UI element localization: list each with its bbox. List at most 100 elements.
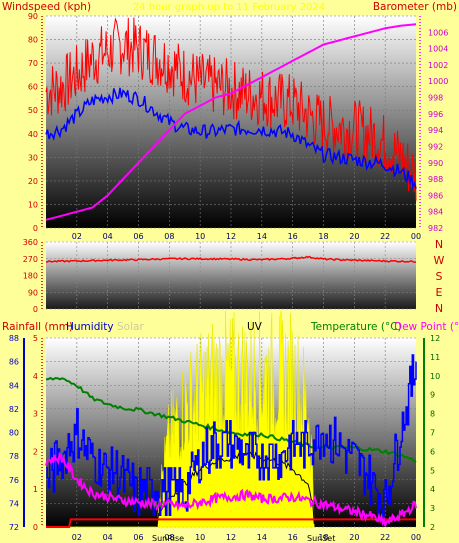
pressure-y-tick: 984: [428, 208, 443, 217]
temp-x-tick: 22: [380, 533, 390, 542]
wind-x-tick: 14: [257, 232, 267, 241]
compass-n-bottom: N: [435, 302, 443, 315]
temp-x-tick: 20: [349, 533, 359, 542]
wind-y-tick: 90: [28, 12, 38, 21]
direction-y-tick: 0: [33, 305, 38, 314]
pressure-y-tick: 990: [428, 159, 443, 168]
temp-x-tick: 02: [72, 533, 82, 542]
rain-y-tick: 5: [33, 334, 38, 343]
temp-y-tick: 11: [430, 353, 440, 362]
rain-y-tick: 3: [33, 410, 38, 419]
direction-series: [45, 255, 416, 263]
wind-x-tick: 18: [318, 232, 328, 241]
temp-x-tick: 08: [164, 533, 174, 542]
rain-y-tick: 4: [33, 372, 38, 381]
chart-title: 24 hour graph up to 11 February 2024: [133, 2, 325, 13]
rainfall-axis-title: Rainfall (mm): [2, 321, 73, 333]
wind-x-tick: 04: [103, 232, 113, 241]
rain-y-tick: 1: [33, 485, 38, 494]
temp-y-tick: 5: [430, 466, 435, 475]
humidity-y-tick: 76: [9, 476, 19, 485]
wind-x-tick: 16: [288, 232, 298, 241]
humidity-axis: 72 74 76 78 80 82 84 86 88: [9, 334, 25, 532]
uv-axis-title: UV: [247, 321, 263, 333]
wind-axis-left: 0 10 20 30 40 50 60 70 80 90: [28, 12, 43, 233]
rain-axis: 0 1 2 3 4 5: [33, 334, 43, 532]
pressure-y-tick: 992: [428, 142, 443, 151]
temp-x-tick: 10: [195, 533, 205, 542]
temp-series: [45, 354, 417, 528]
wind-y-tick: 40: [28, 130, 38, 139]
humidity-y-tick: 74: [9, 499, 19, 508]
pressure-y-tick: 994: [428, 126, 443, 135]
wind-x-tick: 06: [133, 232, 143, 241]
pressure-y-tick: 998: [428, 94, 443, 103]
dewpoint-axis-title: Dew Point (°C): [394, 321, 459, 333]
humidity-y-tick: 88: [9, 334, 19, 343]
pressure-y-tick: 988: [428, 175, 443, 184]
temp-y-tick: 4: [430, 485, 435, 494]
wind-x-tick: 20: [349, 232, 359, 241]
direction-y-tick: 90: [28, 288, 38, 297]
pressure-y-tick: 996: [428, 110, 443, 119]
wind-x-tick: 00: [411, 232, 421, 241]
pressure-y-tick: 1000: [428, 77, 448, 86]
wind-x-tick: 10: [195, 232, 205, 241]
direction-y-tick: 270: [23, 255, 38, 264]
temp-y-tick: 7: [430, 429, 435, 438]
wind-series: [45, 17, 417, 221]
compass-s: S: [436, 270, 443, 283]
temp-x-tick: 06: [133, 533, 143, 542]
wind-x-tick: 02: [72, 232, 82, 241]
temp-axis: 2 3 4 5 6 7 8 9 10 11 12: [423, 334, 440, 532]
pressure-y-tick: 1006: [428, 28, 448, 37]
dewpoint-line: [45, 451, 417, 527]
pressure-y-tick: 982: [428, 224, 443, 233]
wind-axis-title: Windspeed (kph): [2, 1, 91, 13]
pressure-axis-right: 982 984 986 988 990 992 994 996 998 1000 1002 1004 1…: [419, 16, 448, 233]
wind-x-tick: 12: [226, 232, 236, 241]
direction-line: [45, 255, 416, 263]
wind-avg-line: [45, 87, 417, 190]
humidity-y-tick: 78: [9, 452, 19, 461]
wind-y-tick: 50: [28, 106, 38, 115]
temp-x-tick: 18: [318, 533, 328, 542]
pressure-y-tick: 1004: [428, 45, 448, 54]
compass-w: W: [434, 254, 445, 267]
temp-x-ticks: 02 04 06 08 10 12 14 16 18 20 22 00: [72, 533, 421, 542]
wind-y-tick: 20: [28, 177, 38, 186]
temp-y-tick: 6: [430, 447, 435, 456]
sunrise-label: SunRise: [152, 534, 184, 543]
temp-y-tick: 8: [430, 410, 435, 419]
direction-y-tick: 360: [23, 238, 38, 247]
wind-y-tick: 70: [28, 59, 38, 68]
direction-grid: [46, 241, 416, 310]
humidity-y-tick: 84: [9, 381, 19, 390]
humidity-y-tick: 82: [9, 405, 19, 414]
wind-gust-line: [45, 17, 417, 201]
humidity-line: [46, 354, 417, 524]
wind-y-tick: 30: [28, 153, 38, 162]
temp-x-tick: 14: [257, 533, 267, 542]
wind-x-tick: 22: [380, 232, 390, 241]
direction-axis: 0 90 180 270 360: [23, 238, 43, 314]
wind-x-tick: 08: [164, 232, 174, 241]
rain-line: [46, 518, 416, 528]
temp-x-tick: 16: [288, 533, 298, 542]
humidity-y-tick: 86: [9, 358, 19, 367]
wind-y-tick: 80: [28, 36, 38, 45]
wind-y-tick: 0: [33, 224, 38, 233]
humidity-axis-title: Humidity: [66, 321, 114, 333]
solar-axis-title: Solar: [117, 321, 144, 333]
humidity-y-tick: 80: [9, 429, 19, 438]
wind-y-tick: 10: [28, 200, 38, 209]
compass-e: E: [436, 286, 443, 299]
temp-y-tick: 9: [430, 391, 435, 400]
rain-y-tick: 2: [33, 447, 38, 456]
pressure-line: [45, 23, 417, 221]
compass-n-top: N: [435, 238, 443, 251]
temp-x-tick: 12: [226, 533, 236, 542]
temp-x-tick: 00: [411, 533, 421, 542]
direction-y-tick: 180: [23, 272, 38, 281]
